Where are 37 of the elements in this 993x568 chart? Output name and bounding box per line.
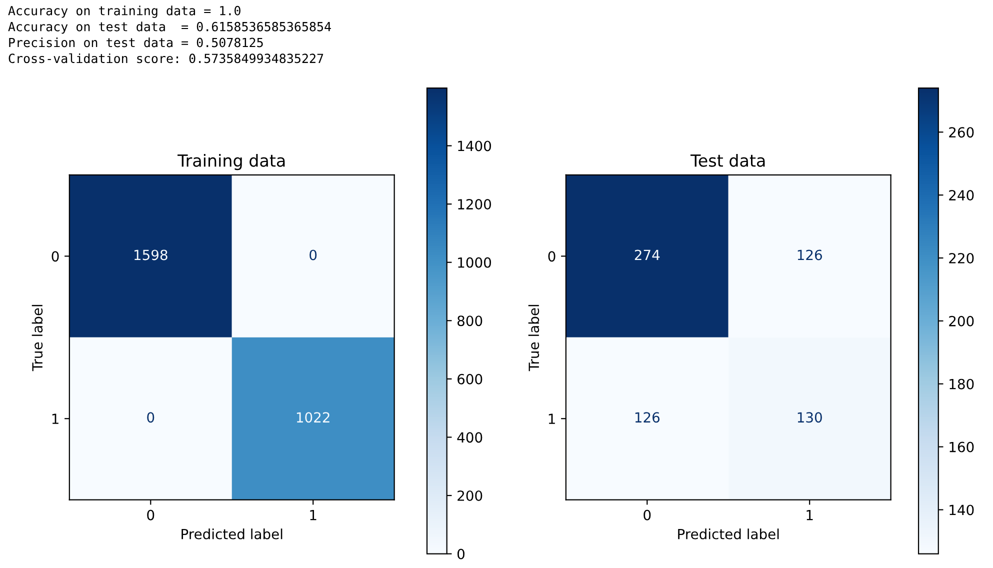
color-bar-label: 1200 bbox=[458, 199, 491, 210]
x-axis-title: Predicted label bbox=[182, 528, 282, 540]
text: Precision on test data = 0.5078125 bbox=[9, 38, 263, 48]
data-label: 130 bbox=[798, 412, 822, 423]
data-label: 274 bbox=[634, 250, 660, 260]
data-label: 0 bbox=[310, 250, 317, 260]
color-bar-label: 1400 bbox=[458, 140, 491, 152]
color-bar-label: 220 bbox=[949, 252, 974, 264]
color-bar-label: 180 bbox=[950, 378, 974, 390]
x-tick-label: 0 bbox=[644, 510, 651, 520]
y-axis-title: True label bbox=[32, 304, 43, 372]
data-label: 1022 bbox=[296, 412, 330, 423]
x-axis-title: Predicted label bbox=[678, 528, 779, 540]
chart-title: Test data bbox=[690, 154, 765, 167]
color-bar-label: 0 bbox=[457, 548, 464, 560]
color-bar-label: 260 bbox=[949, 127, 974, 138]
y-axis-title: True label bbox=[528, 304, 540, 372]
color-bar-label: 1000 bbox=[458, 257, 491, 268]
color-bar-label: 160 bbox=[950, 442, 974, 452]
x-tick-label: 1 bbox=[806, 510, 813, 520]
text: Cross-validation score: 0.5735849934835227 bbox=[8, 53, 324, 64]
text: Accuracy on training data = 1.0 bbox=[8, 6, 240, 18]
chart-title: Training data bbox=[178, 154, 285, 170]
color-bar-label: 800 bbox=[458, 316, 482, 326]
x-tick-label: 1 bbox=[310, 510, 316, 520]
color-bar-label: 600 bbox=[458, 374, 482, 384]
data-label: 1598 bbox=[134, 250, 168, 260]
text: Accuracy on test data = 0.6158536585365854 bbox=[8, 22, 331, 34]
color-bar-label: 240 bbox=[949, 190, 974, 201]
data-label: 126 bbox=[635, 412, 660, 423]
x-tick-label: 0 bbox=[147, 510, 154, 520]
color-bar-label: 140 bbox=[950, 504, 974, 516]
color-bar-label: 400 bbox=[457, 432, 482, 443]
color-bar-label: 200 bbox=[458, 490, 482, 501]
color-bar-label: 200 bbox=[949, 316, 974, 326]
data-label: 126 bbox=[798, 250, 822, 260]
data-label: 0 bbox=[147, 412, 154, 423]
